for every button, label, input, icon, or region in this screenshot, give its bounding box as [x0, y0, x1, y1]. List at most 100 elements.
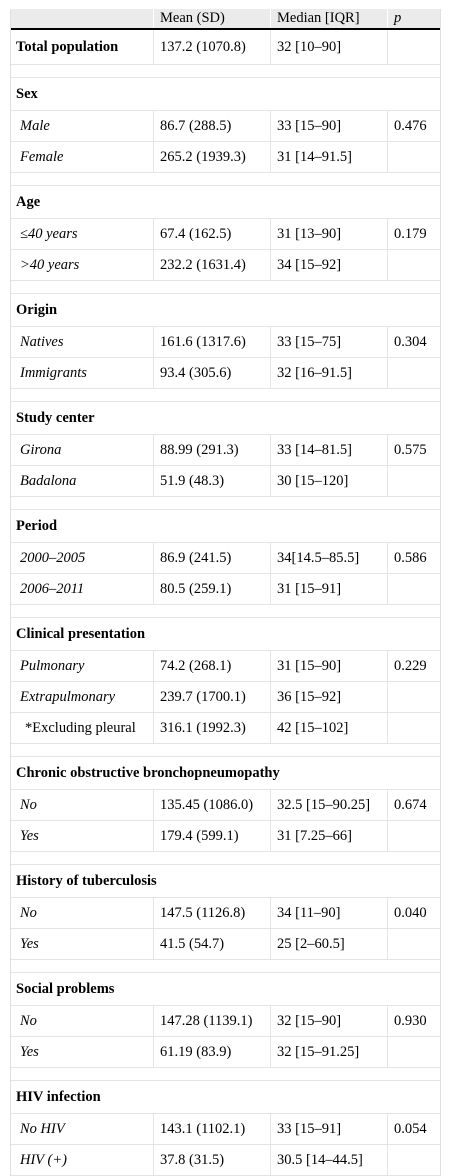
table-row: 2000–2005 86.9 (241.5) 34[14.5–85.5] 0.586	[11, 543, 440, 574]
row-median: 25 [2–60.5]	[271, 929, 388, 959]
table-row: No HIV 143.1 (1102.1) 33 [15–91] 0.054	[11, 1114, 440, 1145]
table-row: No 147.5 (1126.8) 34 [11–90] 0.040	[11, 898, 440, 929]
row-median: 42 [15–102]	[271, 713, 388, 743]
row-label: ≤40 years	[11, 219, 154, 249]
table-row: Male 86.7 (288.5) 33 [15–90] 0.476	[11, 111, 440, 142]
group-spacer	[11, 852, 440, 865]
group-title: History of tuberculosis	[11, 865, 440, 898]
group-spacer	[11, 605, 440, 618]
row-p	[388, 929, 440, 959]
header-p: p	[394, 10, 402, 26]
row-label: No HIV	[11, 1114, 154, 1144]
row-median: 30 [15–120]	[271, 466, 388, 496]
row-label: 2006–2011	[11, 574, 154, 604]
row-mean: 135.45 (1086.0)	[154, 790, 271, 820]
row-p	[388, 574, 440, 604]
total-median: 32 [10–90]	[271, 30, 388, 64]
row-median: 32 [15–91.25]	[271, 1037, 388, 1067]
row-p: 0.476	[394, 117, 427, 134]
group-title: Origin	[11, 294, 440, 327]
row-p	[388, 713, 440, 743]
table-header: Mean (SD) Median [IQR] p	[11, 9, 440, 30]
row-p: 0.674	[394, 796, 427, 813]
group-title: Sex	[11, 78, 440, 111]
row-label: No	[11, 790, 154, 820]
group-spacer	[11, 173, 440, 186]
row-mean: 179.4 (599.1)	[154, 821, 271, 851]
row-median: 34 [11–90]	[271, 898, 388, 928]
row-p	[388, 821, 440, 851]
row-p: 0.229	[394, 657, 427, 674]
row-mean: 147.28 (1139.1)	[154, 1006, 271, 1036]
group-title: HIV infection	[11, 1081, 440, 1114]
row-median: 32 [15–90]	[271, 1006, 388, 1036]
row-median: 36 [15–92]	[271, 682, 388, 712]
row-median: 33 [14–81.5]	[271, 435, 388, 465]
row-median: 30.5 [14–44.5]	[271, 1145, 388, 1175]
row-mean: 67.4 (162.5)	[154, 219, 271, 249]
group-spacer	[11, 744, 440, 757]
row-p	[388, 250, 440, 280]
table-row: Extrapulmonary 239.7 (1700.1) 36 [15–92]	[11, 682, 440, 713]
row-label: Badalona	[11, 466, 154, 496]
row-p: 0.586	[394, 549, 427, 566]
row-label: >40 years	[11, 250, 154, 280]
row-mean: 316.1 (1992.3)	[154, 713, 271, 743]
group-title: Period	[11, 510, 440, 543]
row-label: Natives	[11, 327, 154, 357]
row-median: 33 [15–75]	[271, 327, 388, 357]
row-label: Yes	[11, 1037, 154, 1067]
row-mean: 74.2 (268.1)	[154, 651, 271, 681]
table-row: Girona 88.99 (291.3) 33 [14–81.5] 0.575	[11, 435, 440, 466]
table-row: Female 265.2 (1939.3) 31 [14–91.5]	[11, 142, 440, 173]
total-label: Total population	[11, 30, 154, 64]
row-label: No	[11, 1006, 154, 1036]
row-mean: 93.4 (305.6)	[154, 358, 271, 388]
group-spacer	[11, 389, 440, 402]
group-title: Clinical presentation	[11, 618, 440, 651]
row-label: Yes	[11, 821, 154, 851]
group-spacer	[11, 65, 440, 78]
total-mean: 137.2 (1070.8)	[154, 30, 271, 64]
table-row: Natives 161.6 (1317.6) 33 [15–75] 0.304	[11, 327, 440, 358]
row-p: 0.179	[394, 225, 427, 242]
row-median: 31 [15–90]	[271, 651, 388, 681]
table-row: *Excluding pleural 316.1 (1992.3) 42 [15–1…	[11, 713, 440, 744]
row-p: 0.575	[394, 441, 427, 458]
table-row: 2006–2011 80.5 (259.1) 31 [15–91]	[11, 574, 440, 605]
row-label: 2000–2005	[11, 543, 154, 573]
row-label: Female	[11, 142, 154, 172]
group-spacer	[11, 497, 440, 510]
table-row: Immigrants 93.4 (305.6) 32 [16–91.5]	[11, 358, 440, 389]
group-title: Social problems	[11, 973, 440, 1006]
row-p	[388, 142, 440, 172]
header-label	[11, 9, 154, 28]
row-median: 31 [7.25–66]	[271, 821, 388, 851]
group-spacer	[11, 1068, 440, 1081]
row-mean: 161.6 (1317.6)	[154, 327, 271, 357]
row-label: Girona	[11, 435, 154, 465]
row-label: No	[11, 898, 154, 928]
row-p: 0.930	[394, 1012, 427, 1029]
table-row: Yes 179.4 (599.1) 31 [7.25–66]	[11, 821, 440, 852]
row-p: 0.054	[394, 1120, 427, 1137]
row-mean: 239.7 (1700.1)	[154, 682, 271, 712]
results-table: Mean (SD) Median [IQR] p Total populatio…	[10, 9, 441, 1176]
groups-container: Sex Male 86.7 (288.5) 33 [15–90] 0.476 Female…	[11, 65, 440, 1176]
row-label: Immigrants	[11, 358, 154, 388]
row-median: 31 [15–91]	[271, 574, 388, 604]
table-row: Badalona 51.9 (48.3) 30 [15–120]	[11, 466, 440, 497]
row-median: 33 [15–91]	[271, 1114, 388, 1144]
row-mean: 147.5 (1126.8)	[154, 898, 271, 928]
row-p	[388, 682, 440, 712]
total-p	[388, 30, 440, 64]
row-median: 31 [14–91.5]	[271, 142, 388, 172]
row-mean: 61.19 (83.9)	[154, 1037, 271, 1067]
row-mean: 86.7 (288.5)	[154, 111, 271, 141]
row-median: 32.5 [15–90.25]	[271, 790, 388, 820]
row-label: Yes	[11, 929, 154, 959]
row-label: Extrapulmonary	[11, 682, 154, 712]
group-title: Age	[11, 186, 440, 219]
table-row: ≤40 years 67.4 (162.5) 31 [13–90] 0.179	[11, 219, 440, 250]
row-p	[388, 466, 440, 496]
